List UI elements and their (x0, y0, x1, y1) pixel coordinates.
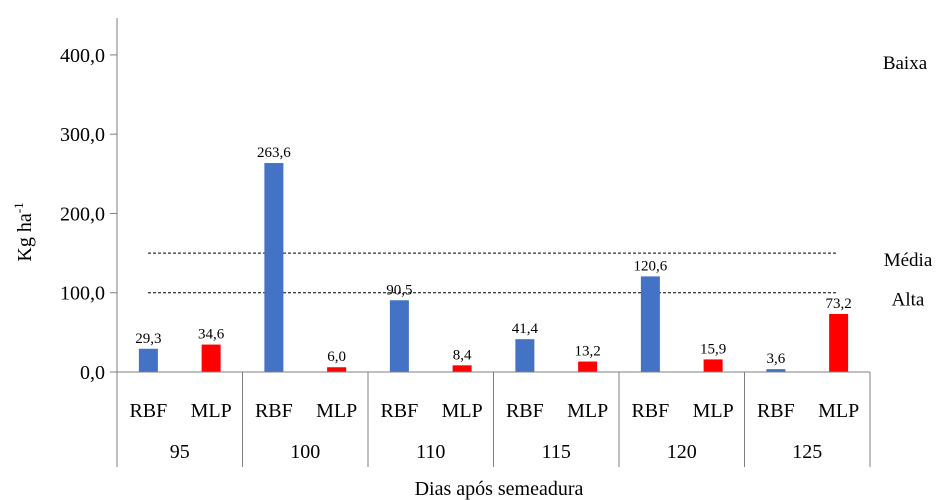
data-label: 263,6 (257, 145, 291, 161)
group-label: 115 (542, 441, 571, 463)
group-label: 110 (416, 441, 445, 463)
series-category-label: MLP (567, 400, 608, 422)
bar-rbf (640, 276, 660, 372)
data-label: 41,4 (512, 321, 539, 337)
series-category-label: RBF (506, 400, 544, 422)
bar-rbf (389, 300, 409, 372)
annotation-label: Baixa (883, 53, 928, 74)
bar-mlp (703, 359, 723, 372)
y-axis-title: Kg ha-1 (11, 202, 36, 261)
data-label: 34,6 (198, 327, 225, 343)
data-label: 120,6 (634, 258, 668, 274)
series-category-label: MLP (316, 400, 357, 422)
data-label: 90,5 (386, 282, 412, 298)
data-labels: 29,3 34,6 263,6 6,0 90,5 8,4 41,4 13,2 120,6 15,9… (135, 145, 852, 367)
data-label: 3,6 (767, 351, 786, 367)
bar-mlp (201, 344, 221, 372)
y-tick-label: 300,0 (60, 124, 105, 146)
axes: 0,0 100,0 200,0 300,0 400,0 (60, 18, 118, 467)
series-category-label: RBF (757, 400, 795, 422)
reference-line-label: Média (884, 250, 933, 271)
series-category-label: RBF (631, 400, 669, 422)
series-category-label: RBF (255, 400, 293, 422)
series-category-label: MLP (191, 400, 232, 422)
series-category-label: RBF (380, 400, 418, 422)
series-category-label: RBF (129, 400, 167, 422)
bar-mlp (578, 361, 598, 372)
y-tick-label: 200,0 (60, 203, 105, 225)
series-category-label: MLP (693, 400, 734, 422)
bar-rbf (138, 348, 158, 372)
bars (138, 163, 849, 372)
y-tick-label: 0,0 (80, 362, 105, 384)
bar-rbf (766, 369, 786, 372)
bar-mlp (452, 365, 472, 372)
data-label: 29,3 (135, 331, 161, 347)
data-label: 8,4 (453, 347, 472, 363)
data-label: 15,9 (700, 341, 726, 357)
data-label: 13,2 (575, 344, 601, 360)
reference-lines: Média Alta Baixa (148, 53, 933, 311)
group-label: 95 (170, 441, 190, 463)
group-label: 120 (667, 441, 697, 463)
group-label: 100 (290, 441, 320, 463)
bar-mlp (829, 313, 849, 372)
y-tick-label: 400,0 (60, 45, 105, 67)
reference-line-label: Alta (892, 290, 925, 311)
y-tick-label: 100,0 (60, 283, 105, 305)
data-label: 6,0 (327, 349, 346, 365)
data-label: 73,2 (826, 296, 852, 312)
bar-rbf (515, 339, 535, 372)
x-axis-title: Dias após semeadura (415, 478, 584, 500)
series-category-label: MLP (818, 400, 859, 422)
series-category-label: MLP (442, 400, 483, 422)
bar-mlp (327, 367, 347, 372)
bar-rbf (264, 163, 284, 372)
group-label: 125 (792, 441, 822, 463)
